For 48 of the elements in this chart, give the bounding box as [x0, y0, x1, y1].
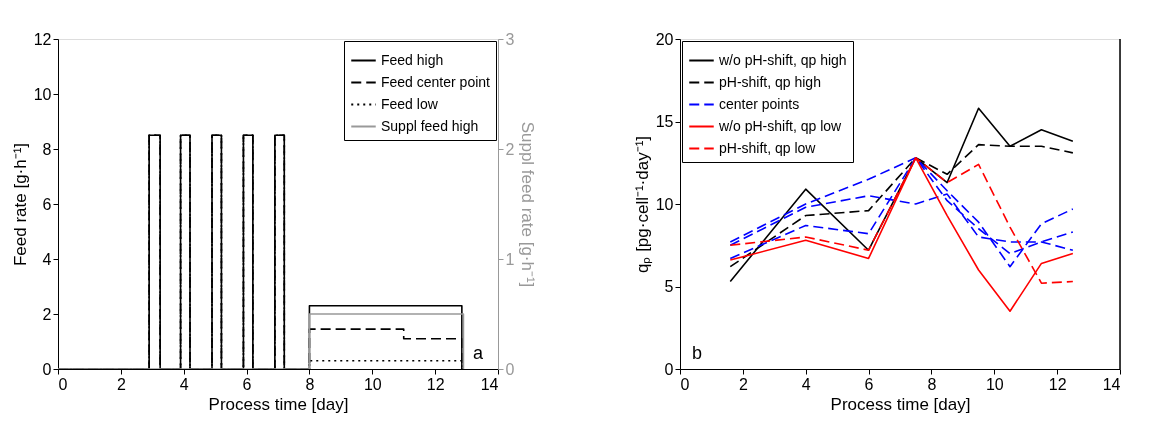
x-tick-label: 12 — [1048, 375, 1067, 393]
y-tick-label: 0 — [664, 360, 674, 378]
x-tick-label: 12 — [426, 375, 445, 393]
x-tick-label: 10 — [985, 375, 1004, 393]
x-tick-label: 0 — [58, 375, 68, 393]
y-tick-label: 4 — [42, 250, 52, 268]
x-tick-label: 10 — [363, 375, 382, 393]
y-tick-label: 6 — [42, 195, 52, 213]
x-tick-label: 8 — [305, 375, 315, 393]
y-axis-title: qₚ [pg·cell⁻¹·day⁻¹] — [632, 135, 653, 274]
y2-tick-label: 0 — [505, 360, 515, 378]
x-tick-label: 0 — [680, 375, 690, 393]
x-tick-label: 14 — [480, 375, 499, 393]
legend-label: pH-shift, qp high — [719, 73, 821, 90]
y-axis-title: Feed rate [g·h⁻¹] — [10, 142, 30, 267]
y-tick-label: 10 — [33, 85, 52, 103]
y2-axis-title: Suppl feed rate [g·h⁻¹] — [518, 121, 538, 288]
legend-label: w/o pH-shift, qp low — [718, 117, 843, 134]
x-tick-label: 6 — [864, 375, 874, 393]
y-tick-label: 0 — [42, 360, 52, 378]
x-tick-label: 6 — [242, 375, 252, 393]
y-tick-label: 2 — [42, 305, 52, 323]
legend-label: center points — [719, 95, 800, 112]
annotation: a — [473, 343, 484, 363]
annotation: b — [692, 343, 703, 363]
legend-label: Suppl feed high — [381, 117, 479, 134]
y-tick-label: 20 — [655, 30, 674, 48]
legend-label: Feed high — [381, 51, 444, 68]
legend-label: w/o pH-shift, qp high — [718, 51, 847, 68]
y-tick-label: 15 — [655, 113, 674, 130]
legend-label: Feed low — [381, 95, 439, 112]
x-axis-title: Process time [day] — [830, 394, 971, 414]
x-tick-label: 4 — [179, 375, 189, 393]
x-axis-title: Process time [day] — [208, 394, 349, 414]
x-tick-label: 8 — [927, 375, 937, 393]
y2-tick-label: 3 — [505, 30, 515, 48]
y-tick-label: 12 — [33, 30, 52, 48]
legend-label: Feed center point — [381, 73, 491, 90]
x-tick-label: 14 — [1102, 375, 1121, 393]
x-tick-label: 4 — [801, 375, 811, 393]
y-tick-label: 10 — [655, 195, 674, 213]
y2-tick-label: 1 — [505, 250, 515, 268]
y-tick-label: 8 — [42, 140, 52, 158]
y-tick-label: 5 — [664, 278, 674, 295]
x-tick-label: 2 — [738, 375, 748, 393]
y2-tick-label: 2 — [505, 140, 515, 158]
legend-label: pH-shift, qp low — [719, 139, 817, 156]
x-tick-label: 2 — [116, 375, 126, 393]
